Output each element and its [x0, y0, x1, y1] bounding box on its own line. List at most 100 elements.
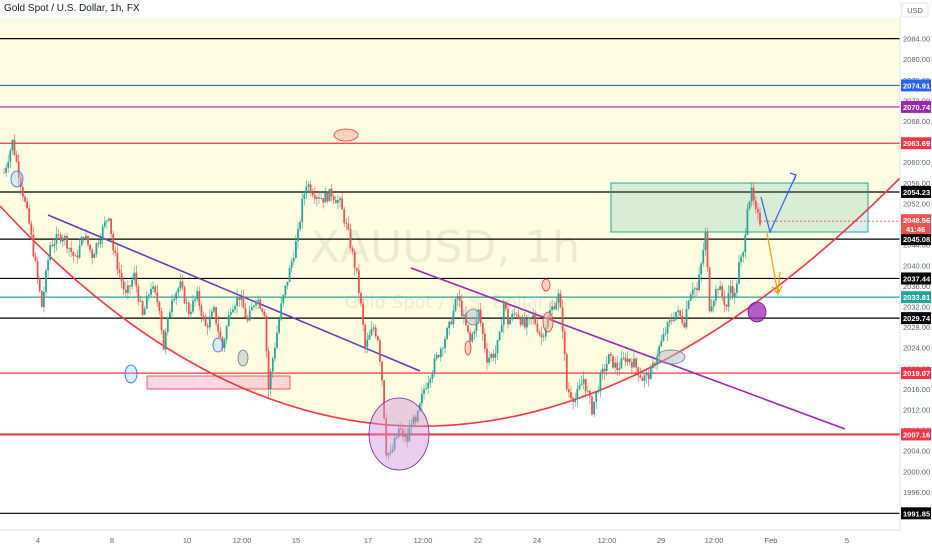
candle-body	[322, 198, 325, 203]
marker-ellipse[interactable]	[656, 349, 686, 365]
time-tick-label: 22	[474, 536, 482, 545]
candle-body	[274, 347, 276, 359]
price-tag-2029.74[interactable]	[901, 312, 931, 325]
time-axis-panel[interactable]	[0, 530, 932, 550]
candle-body	[326, 192, 329, 202]
candle-body	[68, 247, 70, 249]
time-tick-label: 5	[845, 536, 849, 545]
cup-curve[interactable]	[0, 177, 901, 428]
candle-body	[446, 328, 448, 340]
marker-ellipse[interactable]	[542, 311, 554, 333]
price-tag-2037.44[interactable]	[901, 272, 931, 285]
marker-ellipse[interactable]	[212, 337, 224, 353]
price-tag-2007.16[interactable]	[901, 428, 931, 441]
candle-body	[660, 340, 663, 347]
candle-body	[118, 269, 121, 274]
candle-body	[110, 218, 112, 235]
currency-button[interactable]	[901, 2, 929, 18]
candle-body	[595, 391, 598, 402]
candle-body	[635, 358, 637, 368]
candle-body	[553, 306, 556, 310]
price-tag-2070.74[interactable]	[901, 100, 931, 113]
marker-ellipse-target[interactable]	[747, 301, 767, 323]
price-tag-2033.81[interactable]	[901, 291, 931, 304]
descending-trendline-left[interactable]	[47, 214, 421, 372]
candle-body	[145, 296, 148, 309]
price-tag-2045.08[interactable]	[901, 233, 931, 246]
candle-body	[540, 333, 543, 338]
candle-body	[232, 309, 234, 313]
candle-body	[603, 368, 606, 372]
candle-body	[171, 300, 173, 313]
candle-body	[563, 331, 566, 355]
candle-body	[85, 235, 87, 240]
marker-ellipse[interactable]	[333, 128, 359, 142]
candle-body	[76, 255, 79, 258]
candle-body	[412, 416, 415, 425]
candle-body	[626, 358, 629, 363]
candle-body	[122, 281, 125, 290]
arrow-head-icon	[771, 285, 783, 296]
candle-body	[479, 309, 482, 324]
candle-body	[22, 187, 24, 197]
marker-ellipse-bottom[interactable]	[368, 397, 430, 471]
last-price-tag[interactable]	[901, 214, 931, 235]
candle-body	[324, 192, 327, 203]
candle-body	[311, 192, 314, 196]
candle-body	[316, 197, 318, 199]
price-tag-2019.07[interactable]	[901, 367, 931, 380]
currency-label: USD	[907, 6, 923, 15]
candle-body	[261, 308, 264, 312]
candle-body	[490, 354, 493, 358]
marker-ellipse[interactable]	[124, 364, 138, 384]
projection-arrow-up[interactable]	[760, 174, 797, 234]
candle-body	[194, 299, 196, 301]
marker-ellipse[interactable]	[464, 340, 472, 356]
candle-body	[43, 292, 45, 308]
marker-ellipse[interactable]	[465, 308, 481, 326]
candle-body	[601, 368, 604, 374]
candle-body	[364, 324, 367, 348]
candle-body	[538, 331, 541, 334]
candle-body	[34, 256, 37, 261]
price-tag-1991.85[interactable]	[901, 507, 931, 520]
price-tag-2074.91[interactable]	[901, 79, 931, 92]
candle-body	[211, 311, 213, 317]
candle-body	[458, 296, 461, 301]
candle-body	[114, 250, 117, 253]
marker-ellipse[interactable]	[541, 278, 551, 292]
price-tick-label: 2016.00	[903, 385, 930, 394]
symbol-title[interactable]: Gold Spot / U.S. Dollar, 1h, FX	[4, 3, 140, 14]
candle-body	[148, 294, 150, 297]
candle-body	[379, 340, 381, 362]
descending-trendline-right[interactable]	[410, 267, 846, 430]
price-tag-2054.23[interactable]	[901, 185, 931, 198]
price-tick-label: 2084.00	[903, 35, 930, 44]
candle-body	[589, 390, 591, 397]
price-tag-2063.69[interactable]	[901, 137, 931, 150]
candle-body	[721, 286, 724, 297]
price-tick-label: 2068.00	[903, 117, 930, 126]
candle-body	[738, 262, 740, 284]
price-tag-2029.74-text: 2029.74	[903, 314, 931, 323]
candle-body	[488, 357, 490, 363]
candle-body	[183, 287, 186, 304]
candle-body	[59, 234, 62, 242]
candle-body	[433, 358, 436, 373]
candle-body	[712, 300, 715, 307]
candle-body	[244, 308, 247, 318]
candle-body	[307, 184, 310, 187]
candle-body	[675, 311, 677, 320]
candle-body	[108, 218, 110, 221]
candle-body	[639, 375, 642, 378]
candle-body	[759, 212, 761, 225]
candle-body	[725, 304, 728, 307]
candle-body	[318, 197, 320, 199]
marker-ellipse[interactable]	[237, 349, 249, 367]
candle-body	[334, 200, 337, 203]
marker-ellipse[interactable]	[10, 170, 24, 188]
candle-body	[372, 327, 375, 329]
target-zone-box[interactable]	[610, 182, 869, 233]
candle-body	[353, 251, 356, 269]
